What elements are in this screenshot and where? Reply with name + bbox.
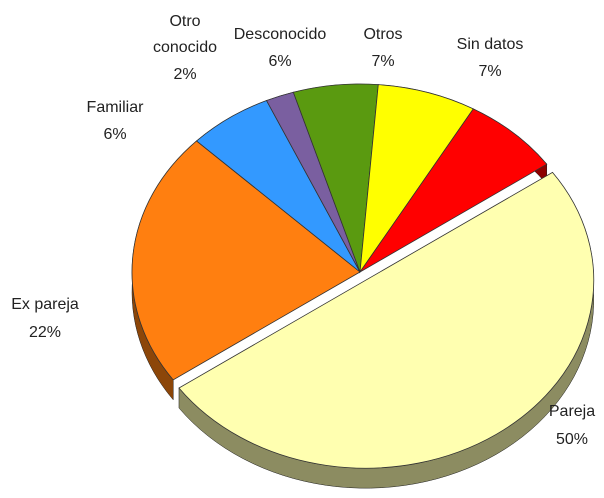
value-label: 2% — [173, 66, 196, 83]
value-label: 7% — [478, 63, 501, 80]
category-label-line: Otro — [169, 13, 200, 30]
category-label: Otro conocido — [153, 13, 217, 56]
category-label: Otros — [363, 26, 402, 43]
value-label: 7% — [371, 53, 394, 70]
slice — [359, 108, 548, 273]
category-label: Familiar — [87, 99, 145, 116]
category-label: Desconocido — [234, 26, 327, 43]
value-label: 6% — [268, 53, 291, 70]
category-label: Sin datos — [457, 36, 524, 53]
category-label-line: conocido — [153, 39, 217, 56]
value-label: 50% — [556, 431, 588, 448]
slice — [131, 140, 361, 381]
slice — [178, 171, 595, 469]
category-label: Ex pareja — [11, 296, 79, 313]
category-label: Pareja — [549, 403, 595, 420]
value-label: 22% — [29, 324, 61, 341]
value-label: 6% — [103, 126, 126, 143]
